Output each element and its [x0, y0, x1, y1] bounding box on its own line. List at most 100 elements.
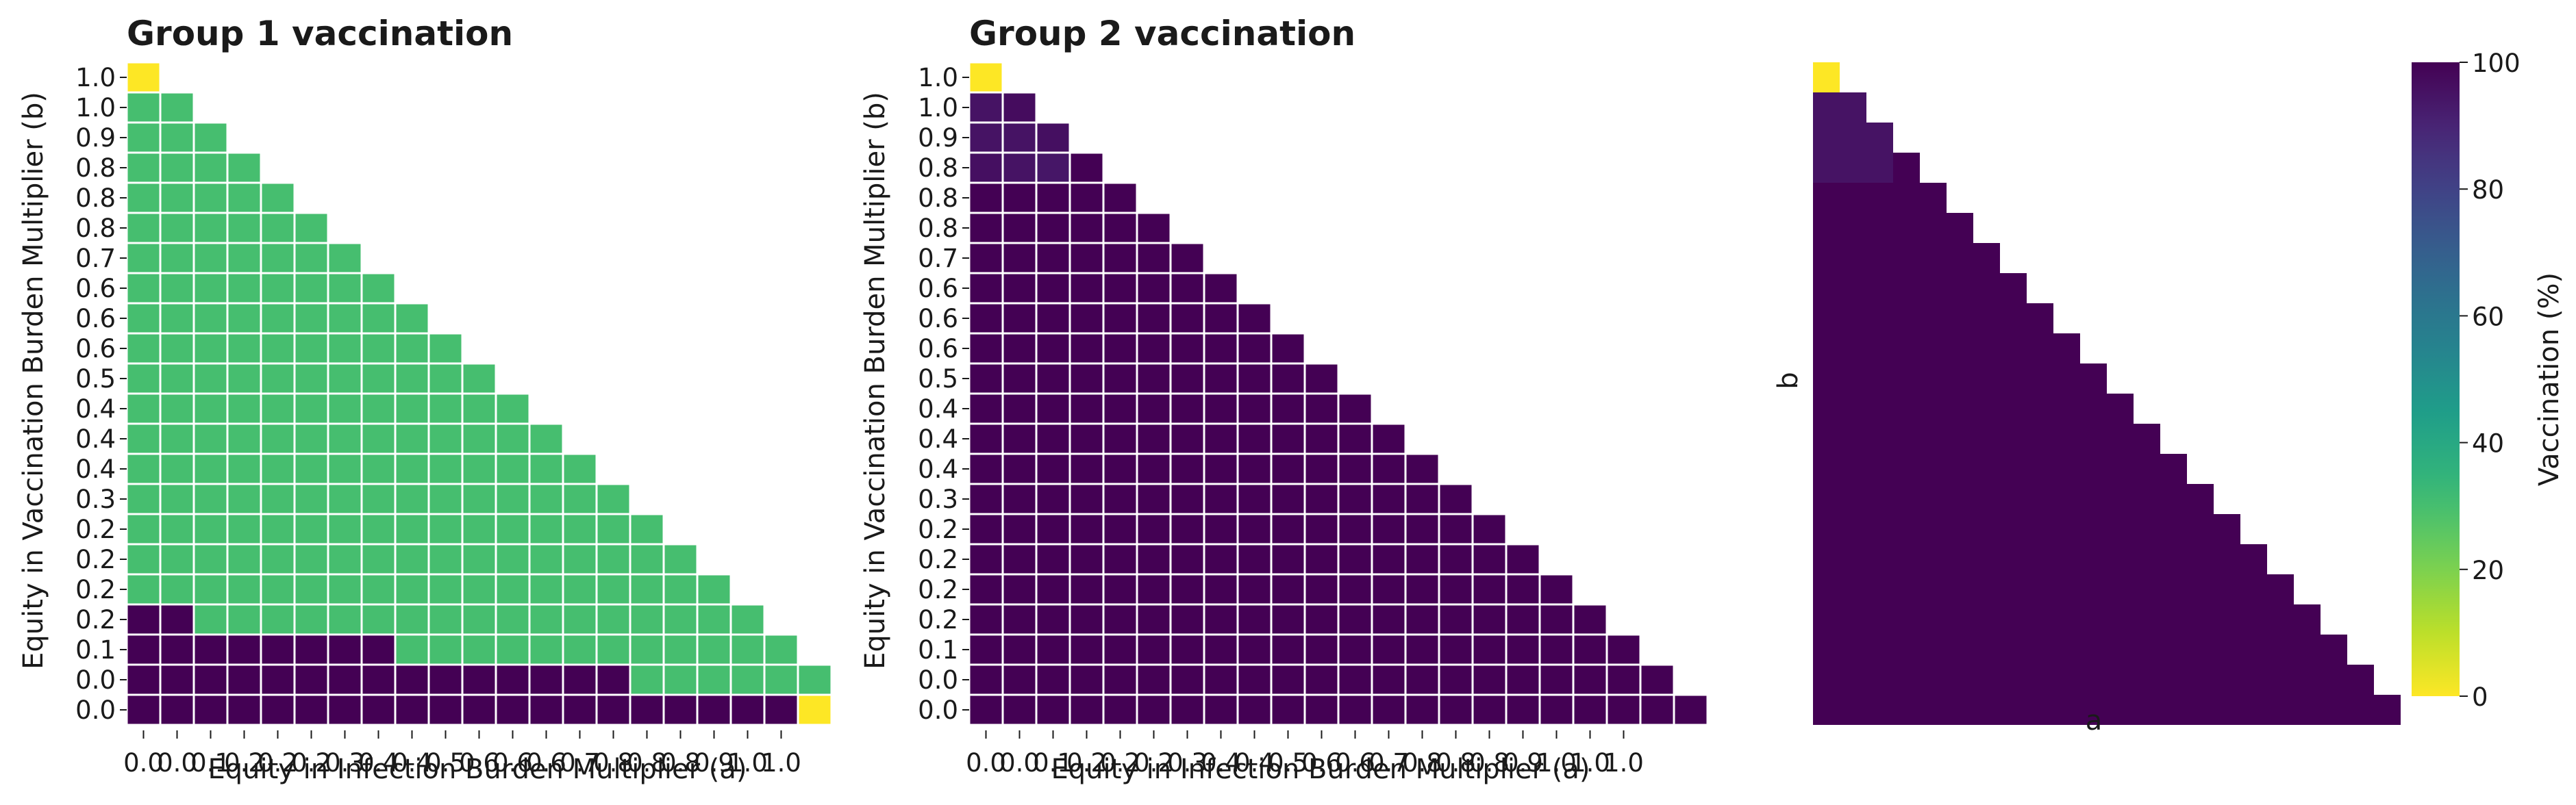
- x-tick-label: 0.4: [392, 748, 432, 778]
- heatmap-cell: [327, 483, 363, 515]
- x-tick-label: 0.7: [560, 748, 600, 778]
- heatmap-cell: [1068, 242, 1105, 274]
- heatmap-cell: [1102, 573, 1138, 606]
- heatmap-cell: [1270, 452, 1306, 485]
- heatmap-cell: [595, 603, 632, 636]
- heatmap-cell: [1303, 603, 1340, 636]
- heatmap-cell: [394, 422, 430, 455]
- x-tick-label: 0.6: [526, 748, 566, 778]
- heatmap-cell: [1001, 181, 1038, 214]
- heatmap-cell: [1947, 424, 1973, 454]
- heatmap-cell: [159, 543, 195, 576]
- heatmap-cell: [360, 573, 397, 606]
- heatmap-cell: [1371, 663, 1407, 696]
- heatmap-cell: [1973, 424, 2000, 454]
- heatmap-cell: [427, 633, 464, 666]
- heatmap-cell: [1866, 604, 1893, 635]
- heatmap-cell: [968, 181, 1004, 214]
- heatmap-cell: [226, 392, 262, 425]
- heatmap-cell: [968, 603, 1004, 636]
- heatmap-cell: [2000, 273, 2027, 303]
- y-tick-label: 1.0: [75, 63, 116, 92]
- x-tick-label: 1.0: [1570, 748, 1610, 778]
- y-tick-label: 0.6: [75, 274, 116, 303]
- heatmap-cell: [629, 693, 665, 726]
- heatmap-cell: [2134, 544, 2160, 574]
- heatmap-cell: [260, 543, 296, 576]
- heatmap-cell: [192, 362, 229, 395]
- heatmap-cell: [1947, 363, 1973, 394]
- y-tick-label: 0.6: [918, 274, 958, 303]
- heatmap-cell: [1947, 514, 1973, 544]
- heatmap-cell: [2107, 604, 2134, 635]
- heatmap-cell: [427, 452, 464, 485]
- heatmap-cell: [1136, 452, 1172, 485]
- heatmap-cell: [1169, 633, 1205, 666]
- heatmap-cell: [2134, 514, 2160, 544]
- heatmap-cell: [1404, 603, 1440, 636]
- heatmap-cell: [1136, 422, 1172, 455]
- heatmap-cell: [1973, 544, 2000, 574]
- heatmap-cell: [2027, 454, 2053, 484]
- heatmap-cell: [528, 422, 564, 455]
- x-tick-label: 0.3: [325, 748, 365, 778]
- heatmap-cell: [2187, 635, 2214, 665]
- heatmap-cell: [1813, 303, 1840, 333]
- heatmap-cell: [1866, 454, 1893, 484]
- heatmap-cell: [2321, 665, 2347, 695]
- heatmap-cell: [2240, 544, 2267, 574]
- heatmap-cell: [1471, 543, 1508, 576]
- heatmap-cell: [1169, 603, 1205, 636]
- heatmap-cell: [2187, 544, 2214, 574]
- heatmap-cell: [260, 663, 296, 696]
- heatmap-cell: [327, 302, 363, 335]
- heatmap-cell: [1438, 543, 1474, 576]
- heatmap-cell: [394, 633, 430, 666]
- heatmap-cell: [1236, 633, 1273, 666]
- heatmap-cell: [1236, 543, 1273, 576]
- heatmap-cell: [1505, 573, 1541, 606]
- heatmap-cell: [1035, 633, 1071, 666]
- heatmap-cell: [2187, 665, 2214, 695]
- heatmap-cell: [2027, 424, 2053, 454]
- heatmap-cell: [461, 633, 497, 666]
- heatmap-cell: [1920, 273, 1947, 303]
- heatmap-cell: [2080, 394, 2107, 424]
- heatmap-cell: [2347, 665, 2374, 695]
- heatmap-cell: [1973, 635, 2000, 665]
- heatmap-cell: [293, 392, 329, 425]
- heatmap-cell: [2134, 665, 2160, 695]
- heatmap-cell: [1866, 153, 1893, 183]
- heatmap-cell: [729, 663, 766, 696]
- heatmap-cell: [1840, 454, 1866, 484]
- heatmap-cell: [2053, 544, 2080, 574]
- heatmap-cell: [1136, 693, 1172, 726]
- heatmap-cell: [2107, 394, 2134, 424]
- heatmap-cell: [2000, 635, 2027, 665]
- heatmap-cell: [1337, 603, 1373, 636]
- heatmap-cell: [159, 693, 195, 726]
- heatmap-cell: [1538, 663, 1575, 696]
- heatmap-cell: [1035, 212, 1071, 244]
- heatmap-cell: [2107, 514, 2134, 544]
- heatmap-cell: [1866, 424, 1893, 454]
- heatmap-cell: [1840, 213, 1866, 243]
- heatmap-cell: [1471, 513, 1508, 546]
- heatmap-cell: [327, 272, 363, 305]
- heatmap-cell: [1068, 151, 1105, 184]
- heatmap-cell: [1136, 302, 1172, 335]
- heatmap-cell: [1001, 573, 1038, 606]
- heatmap-cell: [1035, 513, 1071, 546]
- heatmap-cell: [2267, 695, 2294, 725]
- heatmap-cell: [1639, 693, 1675, 726]
- y-tick-label: 1.0: [918, 93, 958, 123]
- heatmap-cell: [1920, 394, 1947, 424]
- heatmap-cell: [394, 452, 430, 485]
- heatmap-cell: [1505, 633, 1541, 666]
- heatmap-cell: [226, 543, 262, 576]
- heatmap-cell: [495, 543, 531, 576]
- heatmap-cell: [2000, 454, 2027, 484]
- heatmap-cell: [1973, 273, 2000, 303]
- heatmap-cell: [2160, 514, 2187, 544]
- heatmap-cell: [968, 422, 1004, 455]
